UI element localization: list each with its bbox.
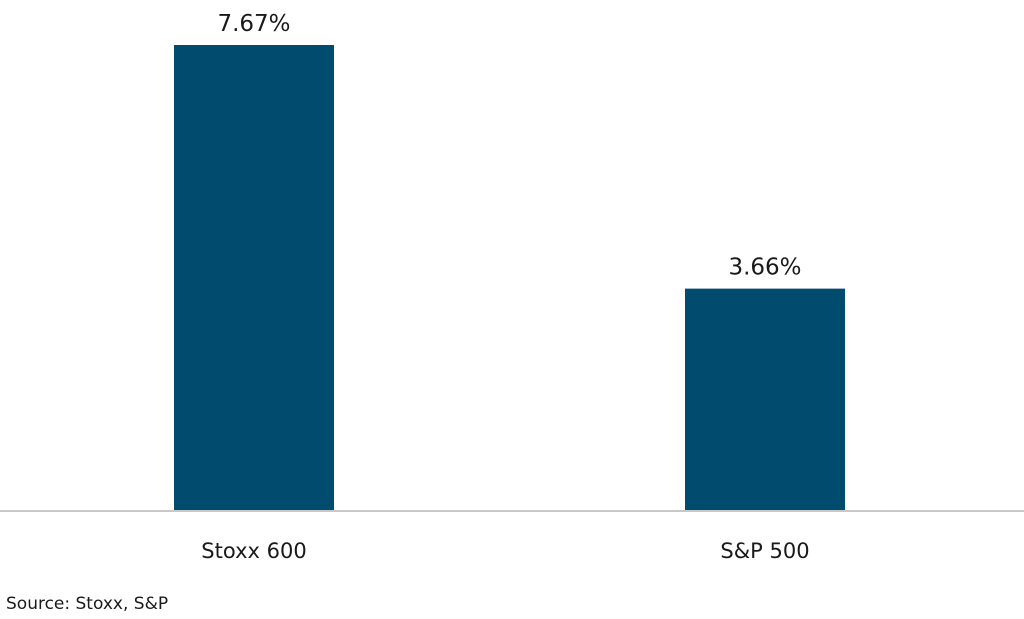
bars-layer [174, 45, 845, 511]
bar-s-p-500 [685, 288, 845, 511]
data-label: 7.67% [217, 11, 290, 37]
ticks-layer: Stoxx 600 S&P 500 [201, 539, 809, 563]
data-label: 3.66% [728, 255, 801, 281]
bar-stoxx-600 [174, 45, 334, 511]
x-tick-label: Stoxx 600 [201, 539, 306, 563]
source-note: Source: Stoxx, S&P [6, 594, 169, 614]
labels-layer: 7.67% 3.66% [217, 11, 801, 281]
x-tick-label: S&P 500 [720, 539, 809, 563]
